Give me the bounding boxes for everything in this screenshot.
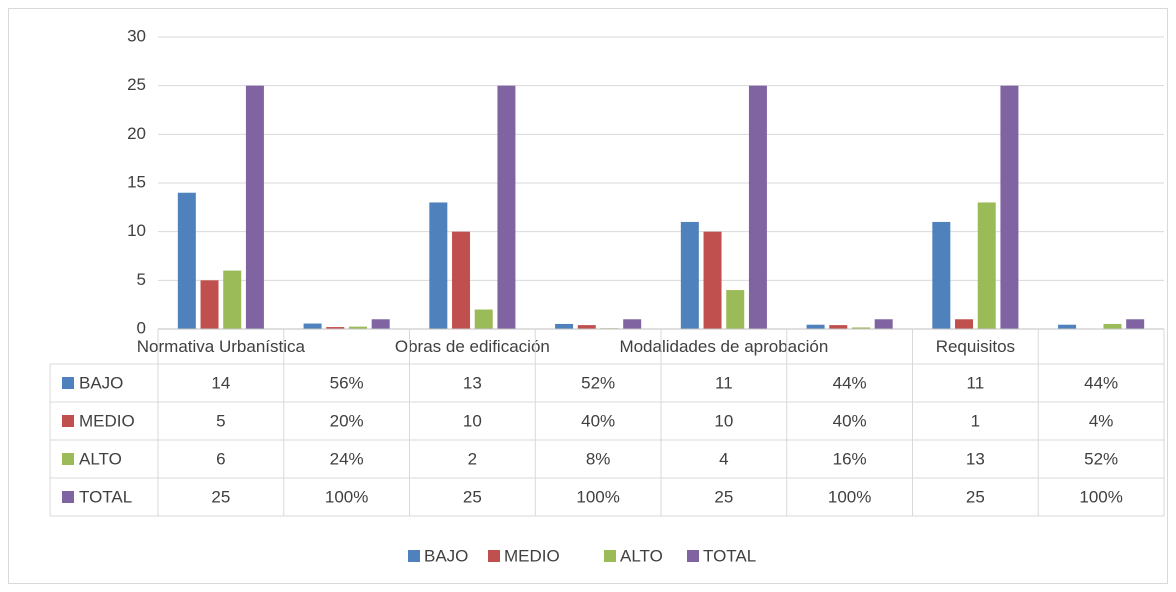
table-cell: 44% <box>1084 373 1118 392</box>
bar <box>223 270 242 329</box>
legend-label: MEDIO <box>504 546 560 565</box>
legend-label: TOTAL <box>703 546 756 565</box>
bar <box>371 319 390 329</box>
table-cell: 8% <box>586 449 611 468</box>
legend-key <box>62 377 74 389</box>
table-cell: 24% <box>330 449 364 468</box>
bar <box>829 325 848 329</box>
y-tick-label: 30 <box>127 26 146 45</box>
table-cell: 25 <box>463 487 482 506</box>
table-cell: 14 <box>211 373 230 392</box>
bar <box>348 326 367 329</box>
table-cell: 6 <box>216 449 225 468</box>
table-cell: 16% <box>833 449 867 468</box>
bar <box>497 85 516 330</box>
x-tick-label: Normativa Urbanística <box>137 337 306 356</box>
y-tick-label: 10 <box>127 221 146 240</box>
table-cell: 100% <box>828 487 871 506</box>
table-cell: 10 <box>714 411 733 430</box>
y-tick-label: 0 <box>137 318 146 337</box>
bar <box>623 319 642 329</box>
table-cell: 56% <box>330 373 364 392</box>
table-cell: 4 <box>719 449 728 468</box>
table-cell: 25 <box>714 487 733 506</box>
row-label: TOTAL <box>79 487 132 506</box>
bar <box>748 85 767 330</box>
table-cell: 100% <box>576 487 619 506</box>
table-cell: 2 <box>468 449 477 468</box>
table-cell: 44% <box>833 373 867 392</box>
y-tick-label: 25 <box>127 75 146 94</box>
bar <box>726 290 745 329</box>
bar <box>977 202 996 329</box>
bar <box>1000 85 1019 330</box>
bar <box>577 325 596 329</box>
table-cell: 4% <box>1089 411 1114 430</box>
y-tick-label: 20 <box>127 124 146 143</box>
bar <box>1126 319 1145 329</box>
x-tick-label: Modalidades de aprobación <box>619 337 828 356</box>
bar <box>1058 324 1077 329</box>
legend-key <box>408 550 420 562</box>
x-tick-label: Obras de edificación <box>395 337 550 356</box>
row-label: BAJO <box>79 373 123 392</box>
table-cell: 13 <box>463 373 482 392</box>
table-cell: 40% <box>833 411 867 430</box>
legend-key <box>687 550 699 562</box>
bar <box>474 309 493 329</box>
row-label: MEDIO <box>79 411 135 430</box>
legend-key <box>604 550 616 562</box>
table-cell: 11 <box>967 373 985 392</box>
bar <box>555 323 574 329</box>
bar <box>680 221 699 329</box>
bar <box>326 327 345 329</box>
table-cell: 13 <box>966 449 985 468</box>
bar <box>177 192 196 329</box>
bar <box>1103 323 1122 329</box>
bar <box>200 280 219 329</box>
bar <box>452 231 471 329</box>
table-cell: 11 <box>715 373 733 392</box>
bar <box>245 85 264 330</box>
bar <box>932 221 951 329</box>
legend-label: BAJO <box>424 546 468 565</box>
bar <box>703 231 722 329</box>
x-tick-label: Requisitos <box>936 337 1015 356</box>
bar <box>303 323 322 329</box>
bar <box>874 319 893 329</box>
legend-key <box>62 491 74 503</box>
y-tick-label: 5 <box>137 270 146 289</box>
bar <box>806 324 825 329</box>
bar <box>851 327 870 329</box>
table-cell: 25 <box>211 487 230 506</box>
row-label: ALTO <box>79 449 122 468</box>
table-cell: 100% <box>325 487 368 506</box>
bar <box>955 319 974 329</box>
legend-label: ALTO <box>620 546 663 565</box>
legend-key <box>488 550 500 562</box>
legend-key <box>62 415 74 427</box>
legend-key <box>62 453 74 465</box>
y-tick-label: 15 <box>127 172 146 191</box>
table-cell: 1 <box>971 411 980 430</box>
table-cell: 10 <box>463 411 482 430</box>
table-cell: 52% <box>1084 449 1118 468</box>
table-cell: 40% <box>581 411 615 430</box>
table-cell: 100% <box>1079 487 1122 506</box>
table-cell: 5 <box>216 411 225 430</box>
table-cell: 20% <box>330 411 364 430</box>
table-cell: 25 <box>966 487 985 506</box>
table-cell: 52% <box>581 373 615 392</box>
bar <box>429 202 448 329</box>
